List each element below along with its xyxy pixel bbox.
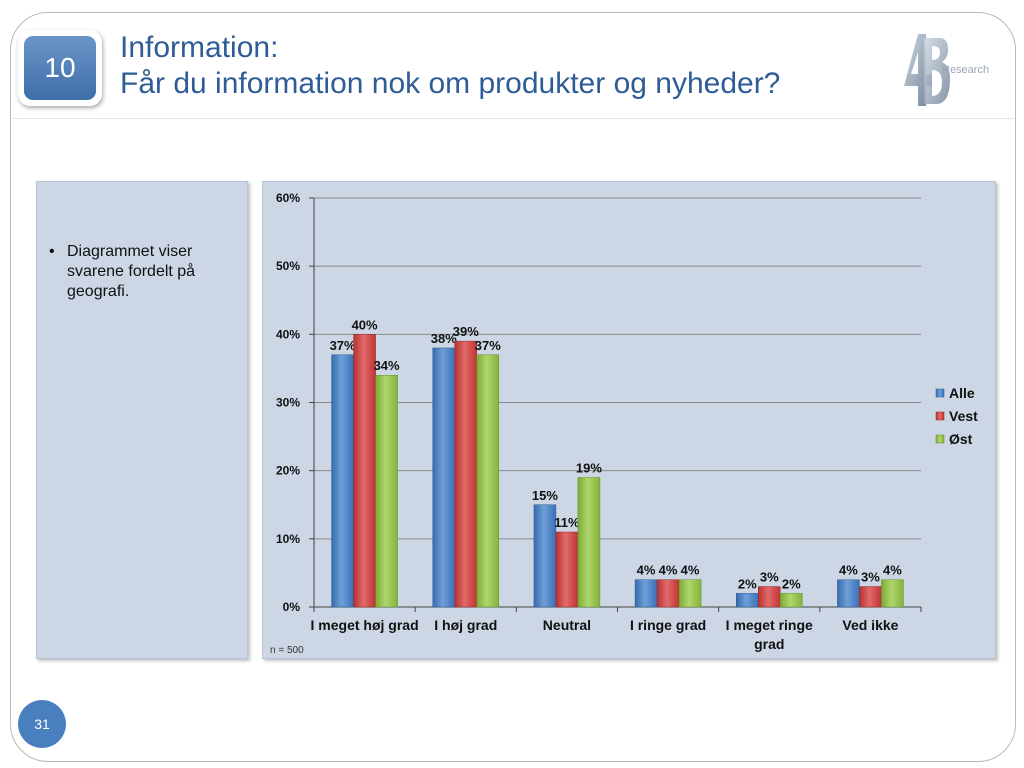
data-label: 4%: [637, 563, 656, 578]
category-label: I høj grad: [434, 617, 497, 633]
y-tick-label: 30%: [276, 396, 300, 410]
y-tick-label: 50%: [276, 259, 300, 273]
slide-title-line1: Information:: [120, 31, 279, 64]
data-label: 39%: [453, 324, 479, 339]
bar: [758, 586, 781, 608]
y-tick-label: 10%: [276, 532, 300, 546]
bar: [656, 579, 680, 608]
slide-title-line2: Får du information nok om produkter og n…: [120, 67, 781, 100]
legend-label: Øst: [949, 431, 973, 447]
category-label: Neutral: [543, 617, 591, 633]
bar: [859, 586, 882, 608]
bullet-text: Diagrammet viser svarene fordelt på geog…: [67, 243, 196, 300]
bar: [634, 579, 658, 608]
data-label: 38%: [431, 331, 457, 346]
data-label: 37%: [330, 338, 356, 353]
legend-label: Alle: [949, 385, 975, 401]
bar: [331, 354, 354, 608]
data-label: 2%: [782, 576, 801, 591]
data-label: 19%: [576, 460, 602, 475]
bar: [881, 579, 904, 608]
category-label: I meget høj grad: [311, 617, 419, 633]
bar: [533, 504, 557, 608]
bar: [454, 340, 477, 608]
category-label: I meget ringe grad: [726, 617, 813, 652]
sample-size-note: n = 500: [270, 645, 304, 656]
legend-swatch: [935, 388, 945, 398]
data-label: 37%: [475, 338, 501, 353]
slide-number-label: 10: [24, 36, 96, 100]
bar: [780, 593, 803, 608]
data-label: 3%: [760, 570, 779, 585]
data-label: 4%: [883, 563, 902, 578]
category-label: Ved ikke: [842, 617, 898, 633]
bar: [577, 477, 601, 608]
chart-panel: 0% 10% 20% 30% 40% 50% 60% 37% 40% 34% 38% 39% 37% 15…: [262, 181, 996, 659]
bar: [375, 374, 398, 608]
bar: [678, 579, 702, 608]
data-label: 15%: [532, 488, 558, 503]
bullet-marker: •: [49, 243, 55, 260]
y-tick-label: 0%: [283, 600, 301, 614]
side-panel: • Diagrammet viser svarene fordelt på ge…: [36, 181, 248, 659]
category-label: I ringe grad: [630, 617, 706, 633]
legend-label: Vest: [949, 408, 978, 424]
company-logo: Research: [896, 30, 1008, 110]
legend-swatch: [935, 411, 945, 421]
bar: [837, 579, 860, 608]
data-label: 4%: [659, 563, 678, 578]
title-divider: [12, 118, 1014, 119]
logo-4b-icon: [904, 34, 950, 106]
data-label: 4%: [839, 563, 858, 578]
bar: [476, 354, 499, 608]
page-number: 31: [18, 700, 66, 748]
legend-swatch: [935, 434, 945, 444]
bar: [736, 593, 759, 608]
data-label: 3%: [861, 570, 880, 585]
bullet-list: • Diagrammet viser svarene fordelt på ge…: [47, 242, 237, 302]
bar: [353, 334, 376, 608]
data-label: 40%: [352, 317, 378, 332]
y-tick-label: 20%: [276, 464, 300, 478]
bar: [432, 347, 455, 608]
data-label: 2%: [738, 576, 757, 591]
y-tick-label: 40%: [276, 327, 300, 341]
slide-number-badge: 10: [18, 30, 102, 106]
bar-chart: 0%10%20%30%40%50%60%37%40%34%38%39%37%15…: [270, 191, 978, 656]
data-label: 11%: [554, 515, 580, 530]
bar: [555, 531, 579, 608]
slide-title: Information: Får du information nok om p…: [120, 30, 780, 102]
bullet-item: • Diagrammet viser svarene fordelt på ge…: [47, 242, 237, 302]
logo-text: Research: [942, 64, 990, 76]
y-tick-label: 60%: [276, 191, 300, 205]
data-label: 4%: [681, 563, 700, 578]
data-label: 34%: [374, 358, 400, 373]
